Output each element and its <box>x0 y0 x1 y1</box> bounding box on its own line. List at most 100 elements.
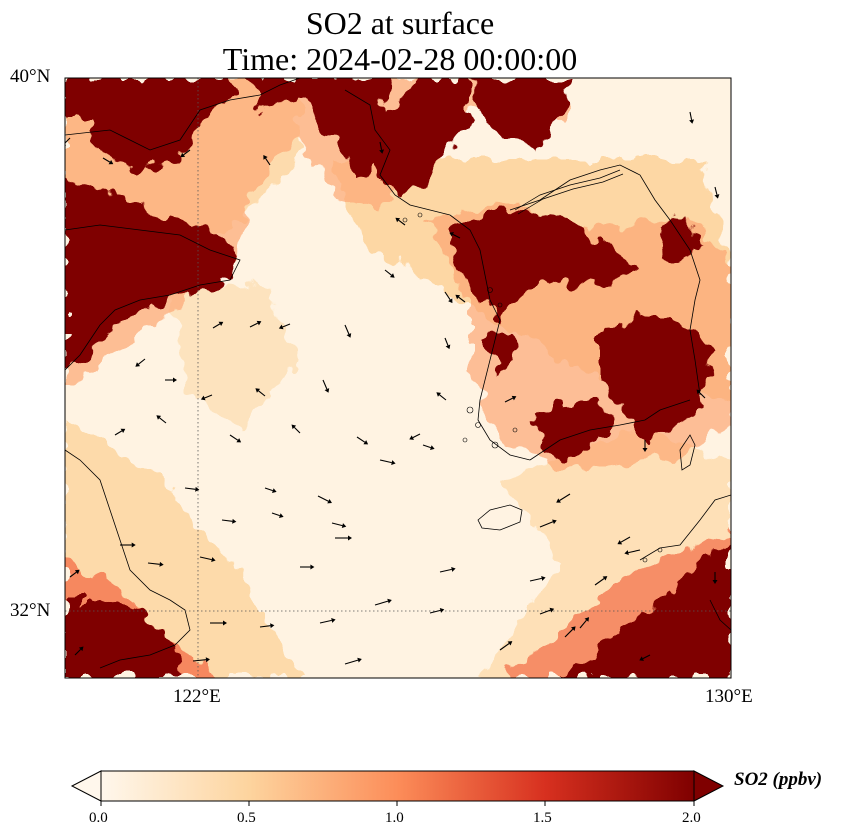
wind-arrow-shaft <box>714 186 718 195</box>
wind-arrow-head <box>78 646 84 652</box>
map-subtitle: Time: 2024-02-28 00:00:00 <box>222 41 578 77</box>
wind-arrow-shaft <box>249 322 259 328</box>
wind-arrow-shaft <box>221 519 233 522</box>
ring-nw <box>65 78 570 390</box>
wind-arrow-shaft <box>398 219 406 226</box>
island-2 <box>475 422 481 428</box>
high-liaodong-west <box>290 78 400 180</box>
wind-arrow-head <box>236 438 242 443</box>
wind-arrow-head <box>211 557 216 563</box>
wind-arrow-shaft <box>204 394 213 399</box>
wind-arrow-shaft <box>138 358 146 365</box>
wind-arrow-head <box>135 362 141 367</box>
wind-arrow-shaft <box>559 493 571 501</box>
high-korea-east <box>600 315 715 440</box>
island-4 <box>491 441 499 449</box>
wind-arrow-shaft <box>102 157 111 163</box>
coastlines <box>65 78 731 669</box>
wind-arrow-shaft <box>429 609 441 614</box>
wind-arrow-shaft <box>322 379 328 390</box>
wind-arrow-head <box>357 657 362 663</box>
wind-arrow-shaft <box>579 619 587 629</box>
wind-arrow-head <box>223 620 227 626</box>
wind-arrow-head <box>642 448 648 452</box>
wind-arrow-shaft <box>264 487 273 492</box>
coast-kyushu-south <box>709 599 731 631</box>
wind-arrow-head <box>291 424 297 430</box>
colorbar-tick-label-3: 1.5 <box>533 810 552 826</box>
wind-arrow-head <box>324 388 330 393</box>
wind-arrow-head <box>571 626 576 631</box>
border-2 <box>517 173 624 215</box>
island-10 <box>657 547 663 553</box>
wind-arrow-head <box>448 298 453 304</box>
wind-arrow-head <box>108 159 114 165</box>
island-6 <box>487 287 493 293</box>
wind-arrow-shaft <box>74 648 82 656</box>
map-frame <box>64 77 732 679</box>
wind-arrow-head <box>639 656 644 661</box>
high-jiangsu <box>65 600 185 678</box>
wind-arrow-shaft <box>379 459 392 464</box>
wind-arrow-head <box>617 540 623 545</box>
island-5 <box>512 427 518 433</box>
colorbar-bar <box>101 771 694 801</box>
wind-arrow-head <box>387 598 392 604</box>
wind-arrow-head <box>200 395 206 401</box>
wind-arrow-shaft <box>628 549 641 554</box>
wind-arrow-head <box>624 550 629 556</box>
coast-kyushu <box>639 494 731 561</box>
wind-arrow-head <box>205 657 210 663</box>
wind-arrow-head <box>180 152 186 158</box>
wind-arrow-head <box>270 623 275 629</box>
wind-arrow-shaft <box>65 137 71 144</box>
wind-arrow-head <box>436 392 442 397</box>
high-korea-south <box>530 400 615 460</box>
wind-arrow-shaft <box>212 323 221 329</box>
wind-arrow-shaft <box>147 562 160 565</box>
wind-arrow-head <box>552 519 557 525</box>
colorbar-extend-max <box>693 770 725 802</box>
wind-arrow-shaft <box>539 521 554 528</box>
wind-arrow-head <box>348 535 352 541</box>
wind-arrow-shaft <box>620 536 631 543</box>
wind-arrow-head <box>430 445 435 450</box>
wind-arrow-head <box>556 498 561 503</box>
wind-arrow-shaft <box>539 609 551 615</box>
wind-arrow-head <box>232 518 237 524</box>
wind-arrow-head <box>156 415 162 420</box>
wind-arrow-head <box>195 486 200 492</box>
wind-arrow-head <box>331 617 336 623</box>
wind-arrow-head <box>363 440 369 445</box>
wind-arrow-head <box>549 607 555 613</box>
wind-arrow-head <box>602 576 608 581</box>
border-line <box>514 169 624 215</box>
wind-arrow-shaft <box>319 619 332 624</box>
wind-arrow-head <box>256 320 262 326</box>
lat-label-40n: 40°N <box>10 66 51 87</box>
wind-arrow-head <box>541 575 546 581</box>
colorbar <box>70 770 725 806</box>
wind-arrow-head <box>507 641 513 646</box>
high-east-blob <box>655 215 705 265</box>
wind-arrow-shaft <box>69 571 77 578</box>
wind-arrow-shaft <box>192 659 207 662</box>
wind-arrow-shaft <box>412 433 421 439</box>
high-north-korea <box>450 210 640 320</box>
wind-arrow-shaft <box>444 291 451 301</box>
haze-central <box>170 280 300 430</box>
wind-arrow-head <box>346 333 352 338</box>
wind-arrow-shaft <box>439 394 447 401</box>
wind-arrow-shaft <box>564 628 574 638</box>
coast-liaodong <box>344 89 451 216</box>
wind-arrow-shaft <box>384 269 392 276</box>
wind-arrow-shaft <box>452 233 461 239</box>
island-clusters <box>402 212 663 563</box>
wind-arrow-head <box>689 119 695 124</box>
wind-arrow-head <box>391 460 396 466</box>
wind-arrow-head <box>159 561 164 567</box>
colorbar-tick-label-2: 1.0 <box>385 810 404 826</box>
wind-arrow-head <box>173 377 177 383</box>
wind-arrow-shaft <box>422 444 431 449</box>
